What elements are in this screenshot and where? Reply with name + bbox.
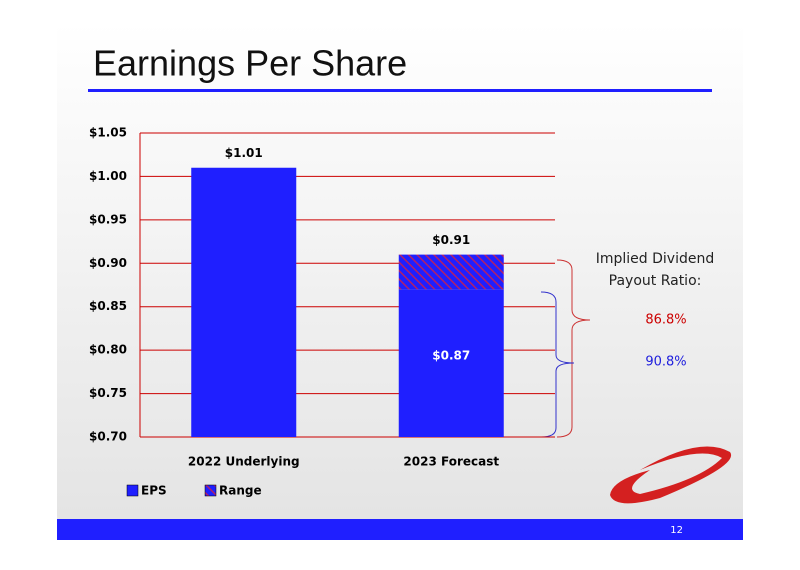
blue-brace — [540, 291, 575, 438]
logo — [610, 446, 732, 504]
x-tick-label: 2022 Underlying — [188, 455, 300, 469]
y-tick-label: $1.00 — [89, 169, 127, 183]
y-tick-label: $1.05 — [89, 126, 127, 140]
y-tick-label: $0.90 — [89, 256, 127, 270]
y-tick-label: $0.95 — [89, 212, 127, 226]
payout-ratio: 86.8% — [645, 313, 686, 328]
value-label: $0.87 — [432, 349, 470, 363]
y-tick-label: $0.80 — [89, 343, 127, 357]
legend-swatch — [204, 484, 217, 497]
value-label: $1.01 — [225, 146, 263, 160]
annotation-text: Payout Ratio: — [609, 273, 702, 289]
page-number: 12 — [670, 525, 683, 536]
y-tick-label: $0.70 — [89, 430, 127, 444]
y-tick-label: $0.75 — [89, 386, 127, 400]
total-label: $0.91 — [432, 233, 470, 247]
x-tick-label: 2023 Forecast — [403, 455, 499, 469]
bar-segment — [398, 254, 504, 290]
legend-label: Range — [219, 484, 262, 498]
slide-title: Earnings Per Share — [93, 43, 407, 84]
y-tick-label: $0.85 — [89, 299, 127, 313]
legend-label: EPS — [141, 484, 167, 498]
red-brace — [556, 259, 591, 438]
payout-ratio: 90.8% — [645, 355, 686, 370]
annotation-text: Implied Dividend — [596, 251, 715, 267]
legend-swatch — [126, 484, 139, 497]
footer-band — [57, 519, 743, 540]
title-underline — [88, 89, 712, 92]
bar-segment — [191, 167, 297, 437]
bar-segment — [398, 289, 504, 437]
